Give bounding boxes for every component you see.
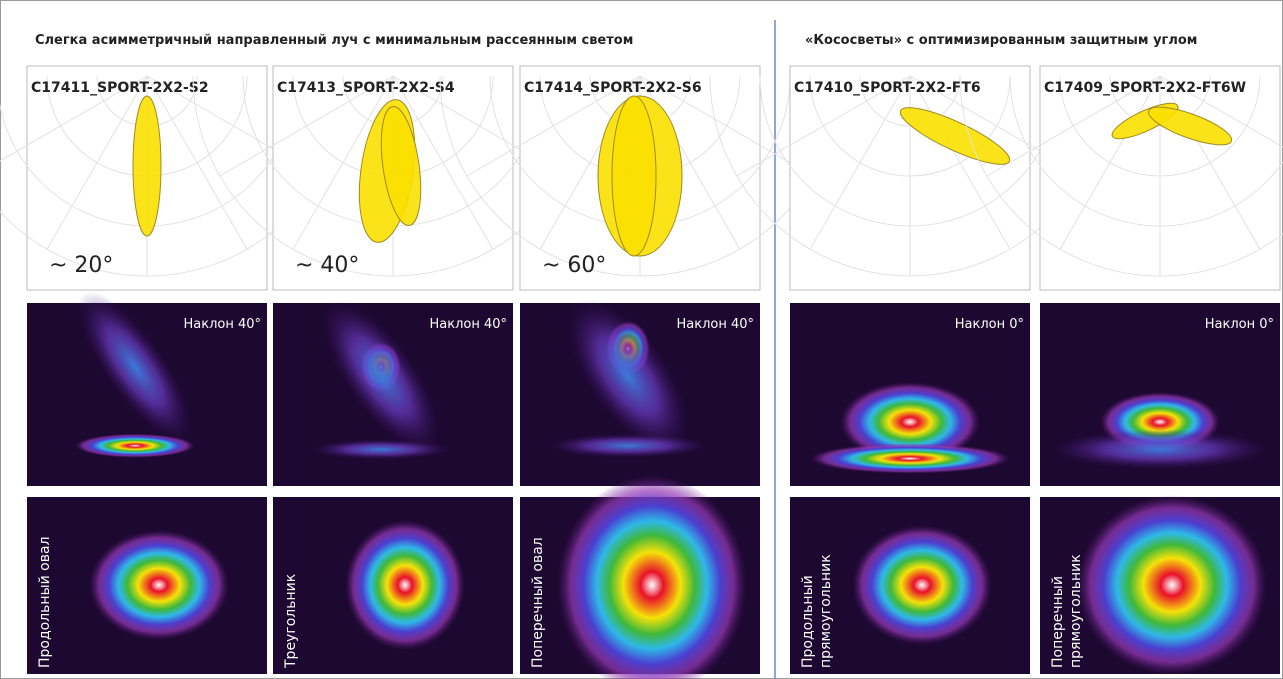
- pattern-text: прямоугольник: [818, 554, 834, 668]
- footprint: [1077, 495, 1267, 675]
- isolux-spot: [810, 444, 1010, 474]
- model-name: C17411_SPORT-2X2-S2: [31, 80, 209, 96]
- pattern-text: Треугольник: [283, 574, 299, 669]
- tilt-label: Наклон 40°: [429, 317, 507, 332]
- light-lobe: [612, 96, 656, 256]
- pattern-label: Треугольник: [283, 574, 299, 669]
- isolux-spot: [311, 439, 451, 459]
- section-title: «Кососветы» с оптимизированным защитным …: [805, 33, 1197, 48]
- beam-angle: ~ 20°: [49, 253, 113, 278]
- beam-angle: ~ 60°: [542, 253, 606, 278]
- tilt-label: Наклон 0°: [955, 317, 1024, 332]
- model-name: C17414_SPORT-2X2-S6: [524, 80, 702, 96]
- model-name: C17409_SPORT-2X2-FT6W: [1044, 80, 1246, 96]
- model-name: C17413_SPORT-2X2-S4: [277, 80, 455, 96]
- pattern-label: Продольный овал: [37, 536, 53, 668]
- footprint: [852, 525, 992, 645]
- tilt-label: Наклон 0°: [1205, 317, 1274, 332]
- pattern-text: Поперечный: [1050, 576, 1066, 668]
- footprint: [345, 520, 465, 650]
- pattern-text: Продольный овал: [37, 536, 53, 668]
- pattern-label: Поперечный овал: [530, 537, 546, 668]
- pattern-text: прямоугольник: [1068, 554, 1084, 668]
- light-lobe: [133, 96, 161, 236]
- tilt-label: Наклон 40°: [183, 317, 261, 332]
- isolux-spot: [1050, 429, 1270, 469]
- model-name: C17410_SPORT-2X2-FT6: [794, 80, 981, 96]
- pattern-text: Продольный: [800, 575, 816, 668]
- pattern-text: Поперечный овал: [530, 537, 546, 668]
- isolux-spot: [548, 434, 708, 458]
- figure: Слегка асимметричный направленный луч с …: [0, 0, 1283, 679]
- tilt-label: Наклон 40°: [676, 317, 754, 332]
- beam-angle: ~ 40°: [295, 253, 359, 278]
- section-title: Слегка асимметричный направленный луч с …: [35, 33, 633, 48]
- footprint: [89, 530, 229, 640]
